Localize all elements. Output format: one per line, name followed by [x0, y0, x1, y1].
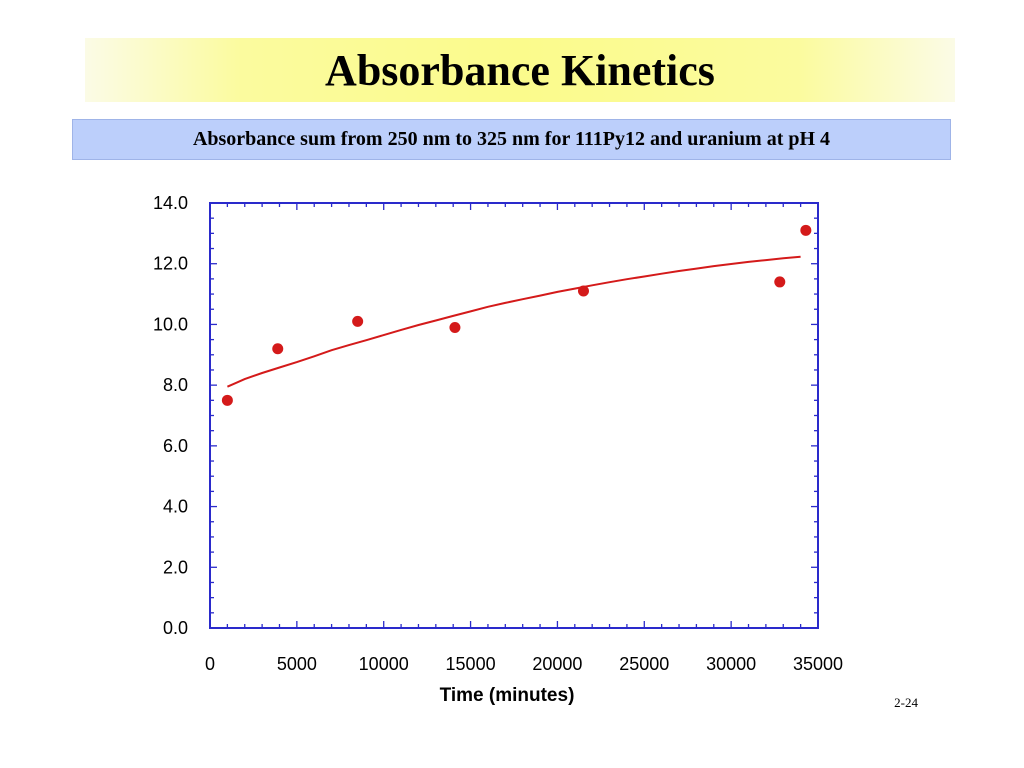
x-tick-label: 0 — [205, 654, 215, 674]
data-point — [577, 285, 589, 297]
y-tick-label: 4.0 — [163, 497, 188, 517]
data-point — [221, 394, 233, 406]
slide-number: 2-24 — [894, 695, 918, 710]
slide-title: Absorbance Kinetics — [325, 45, 715, 95]
data-points-layer — [221, 224, 812, 406]
data-point — [272, 343, 284, 355]
x-tick-labels: 0 5000 10000 15000 20000 25000 30000 35000 — [205, 654, 843, 674]
y-tick-label: 8.0 — [163, 375, 188, 395]
y-tick-label: 2.0 — [163, 557, 188, 577]
x-tick-label: 35000 — [793, 654, 843, 674]
data-point — [449, 321, 461, 333]
fit-line — [226, 255, 801, 388]
data-point — [352, 315, 364, 327]
x-tick-label: 10000 — [359, 654, 409, 674]
tick-marks — [209, 202, 819, 629]
title-band: Absorbance Kinetics — [85, 38, 955, 102]
x-tick-label: 15000 — [446, 654, 496, 674]
y-tick-labels: 0.0 2.0 4.0 6.0 8.0 10.0 12.0 14.0 — [153, 193, 188, 638]
slide-subtitle: Absorbance sum from 250 nm to 325 nm for… — [192, 128, 831, 150]
subtitle-band: Absorbance sum from 250 nm to 325 nm for… — [72, 119, 951, 160]
y-tick-label: 10.0 — [153, 314, 188, 334]
x-tick-label: 20000 — [532, 654, 582, 674]
x-tick-label: 5000 — [277, 654, 317, 674]
x-tick-label: 25000 — [619, 654, 669, 674]
y-tick-label: 14.0 — [153, 193, 188, 213]
x-axis-title: Time (minutes) — [440, 685, 575, 706]
y-tick-label: 0.0 — [163, 618, 188, 638]
y-tick-label: 12.0 — [153, 254, 188, 274]
x-tick-label: 30000 — [706, 654, 756, 674]
plot-frame — [209, 202, 819, 629]
data-point — [800, 224, 812, 236]
fit-line-layer — [226, 255, 801, 388]
data-point — [774, 276, 786, 288]
y-tick-label: 6.0 — [163, 436, 188, 456]
